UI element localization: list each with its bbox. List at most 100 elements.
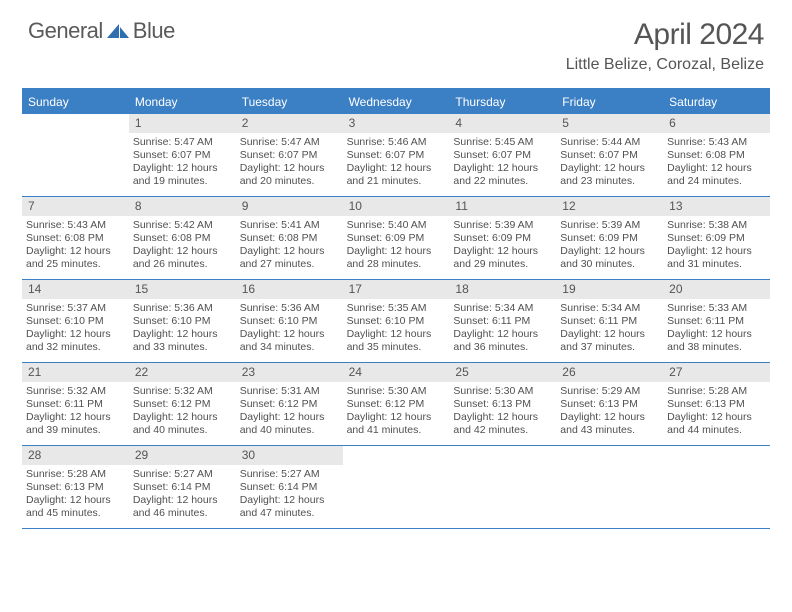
sunset-text: Sunset: 6:12 PM (240, 398, 339, 411)
sunset-text: Sunset: 6:12 PM (133, 398, 232, 411)
sunrise-text: Sunrise: 5:39 AM (453, 219, 552, 232)
calendar-cell: 22 Sunrise: 5:32 AMSunset: 6:12 PMDayligh… (129, 363, 236, 445)
sunrise-text: Sunrise: 5:32 AM (133, 385, 232, 398)
sunrise-text: Sunrise: 5:38 AM (667, 219, 766, 232)
sunrise-text: Sunrise: 5:31 AM (240, 385, 339, 398)
logo-text-general: General (28, 18, 103, 44)
calendar-cell: 21Sunrise: 5:32 AMSunset: 6:11 PMDayligh… (22, 363, 129, 445)
calendar-cell: 5Sunrise: 5:44 AMSunset: 6:07 PMDaylight… (556, 114, 663, 196)
day-number: 11 (449, 197, 556, 216)
calendar-cell: 7Sunrise: 5:43 AMSunset: 6:08 PMDaylight… (22, 197, 129, 279)
day-number: 18 (449, 280, 556, 299)
sunrise-text: Sunrise: 5:28 AM (26, 468, 125, 481)
sunset-text: Sunset: 6:14 PM (133, 481, 232, 494)
sunset-text: Sunset: 6:10 PM (26, 315, 125, 328)
daylight-line2: and 28 minutes. (347, 258, 446, 271)
calendar-cell (22, 114, 129, 196)
calendar-cell: 13Sunrise: 5:38 AMSunset: 6:09 PMDayligh… (663, 197, 770, 279)
daylight-line2: and 44 minutes. (667, 424, 766, 437)
day-number: 7 (22, 197, 129, 216)
day-number: 27 (663, 363, 770, 382)
sunset-text: Sunset: 6:07 PM (133, 149, 232, 162)
daylight-line1: Daylight: 12 hours (453, 162, 552, 175)
daylight-line1: Daylight: 12 hours (667, 162, 766, 175)
calendar-cell: 25Sunrise: 5:30 AMSunset: 6:13 PMDayligh… (449, 363, 556, 445)
daylight-line1: Daylight: 12 hours (560, 328, 659, 341)
sunset-text: Sunset: 6:09 PM (453, 232, 552, 245)
day-number: 22 (129, 363, 236, 382)
calendar-cell: 12Sunrise: 5:39 AMSunset: 6:09 PMDayligh… (556, 197, 663, 279)
day-number: 17 (343, 280, 450, 299)
day-header-cell: Thursday (449, 90, 556, 114)
day-number: 19 (556, 280, 663, 299)
daylight-line2: and 34 minutes. (240, 341, 339, 354)
calendar-cell: 9Sunrise: 5:41 AMSunset: 6:08 PMDaylight… (236, 197, 343, 279)
sunrise-text: Sunrise: 5:30 AM (453, 385, 552, 398)
sunset-text: Sunset: 6:13 PM (453, 398, 552, 411)
calendar-cell (556, 446, 663, 528)
daylight-line1: Daylight: 12 hours (667, 328, 766, 341)
daylight-line1: Daylight: 12 hours (26, 245, 125, 258)
day-header-cell: Sunday (22, 90, 129, 114)
day-header-cell: Tuesday (236, 90, 343, 114)
calendar-cell: 20Sunrise: 5:33 AMSunset: 6:11 PMDayligh… (663, 280, 770, 362)
daylight-line2: and 39 minutes. (26, 424, 125, 437)
daylight-line2: and 38 minutes. (667, 341, 766, 354)
day-number: 13 (663, 197, 770, 216)
sunrise-text: Sunrise: 5:37 AM (26, 302, 125, 315)
daylight-line1: Daylight: 12 hours (26, 328, 125, 341)
day-number: 2 (236, 114, 343, 133)
sunset-text: Sunset: 6:10 PM (347, 315, 446, 328)
week-row: 7Sunrise: 5:43 AMSunset: 6:08 PMDaylight… (22, 197, 770, 280)
day-number: 23 (236, 363, 343, 382)
sunset-text: Sunset: 6:09 PM (347, 232, 446, 245)
day-number: 9 (236, 197, 343, 216)
sunset-text: Sunset: 6:07 PM (347, 149, 446, 162)
calendar-cell: 26Sunrise: 5:29 AMSunset: 6:13 PMDayligh… (556, 363, 663, 445)
day-header-cell: Monday (129, 90, 236, 114)
daylight-line1: Daylight: 12 hours (26, 494, 125, 507)
daylight-line2: and 33 minutes. (133, 341, 232, 354)
sunrise-text: Sunrise: 5:39 AM (560, 219, 659, 232)
day-header-cell: Saturday (663, 90, 770, 114)
daylight-line1: Daylight: 12 hours (133, 411, 232, 424)
daylight-line2: and 20 minutes. (240, 175, 339, 188)
daylight-line1: Daylight: 12 hours (560, 411, 659, 424)
day-number: 30 (236, 446, 343, 465)
daylight-line2: and 27 minutes. (240, 258, 339, 271)
sunset-text: Sunset: 6:14 PM (240, 481, 339, 494)
day-number: 26 (556, 363, 663, 382)
daylight-line1: Daylight: 12 hours (26, 411, 125, 424)
daylight-line1: Daylight: 12 hours (240, 494, 339, 507)
sunrise-text: Sunrise: 5:27 AM (240, 468, 339, 481)
sunset-text: Sunset: 6:11 PM (26, 398, 125, 411)
week-row: 14Sunrise: 5:37 AMSunset: 6:10 PMDayligh… (22, 280, 770, 363)
calendar-cell: 29Sunrise: 5:27 AMSunset: 6:14 PMDayligh… (129, 446, 236, 528)
day-number: 25 (449, 363, 556, 382)
sunset-text: Sunset: 6:07 PM (240, 149, 339, 162)
sunrise-text: Sunrise: 5:36 AM (133, 302, 232, 315)
sunset-text: Sunset: 6:08 PM (26, 232, 125, 245)
day-number: 24 (343, 363, 450, 382)
daylight-line1: Daylight: 12 hours (347, 328, 446, 341)
daylight-line2: and 21 minutes. (347, 175, 446, 188)
daylight-line2: and 41 minutes. (347, 424, 446, 437)
daylight-line1: Daylight: 12 hours (240, 328, 339, 341)
daylight-line2: and 32 minutes. (26, 341, 125, 354)
week-row: 21Sunrise: 5:32 AMSunset: 6:11 PMDayligh… (22, 363, 770, 446)
day-header-cell: Wednesday (343, 90, 450, 114)
calendar-cell: 23Sunrise: 5:31 AMSunset: 6:12 PMDayligh… (236, 363, 343, 445)
sunrise-text: Sunrise: 5:34 AM (560, 302, 659, 315)
week-row: 28Sunrise: 5:28 AMSunset: 6:13 PMDayligh… (22, 446, 770, 529)
day-number: 5 (556, 114, 663, 133)
sunrise-text: Sunrise: 5:46 AM (347, 136, 446, 149)
daylight-line2: and 40 minutes. (133, 424, 232, 437)
day-number: 10 (343, 197, 450, 216)
daylight-line1: Daylight: 12 hours (347, 162, 446, 175)
sunset-text: Sunset: 6:07 PM (453, 149, 552, 162)
calendar-cell: 19Sunrise: 5:34 AMSunset: 6:11 PMDayligh… (556, 280, 663, 362)
calendar-cell: 30 Sunrise: 5:27 AMSunset: 6:14 PMDayligh… (236, 446, 343, 528)
sunset-text: Sunset: 6:08 PM (133, 232, 232, 245)
daylight-line2: and 31 minutes. (667, 258, 766, 271)
day-number: 29 (129, 446, 236, 465)
